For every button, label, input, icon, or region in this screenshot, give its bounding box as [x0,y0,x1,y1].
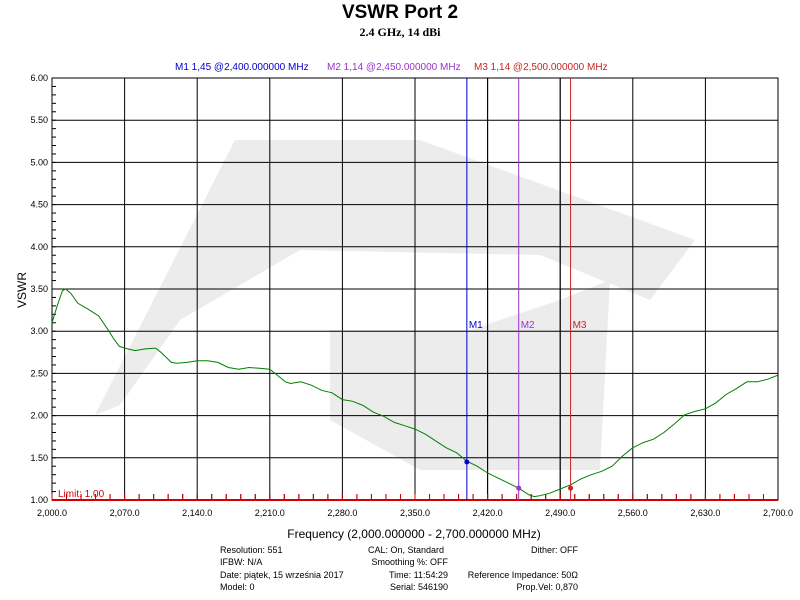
x-tick-label: 2,700.0 [763,508,793,518]
chart-grid [51,77,779,501]
y-tick-label: 4.50 [30,200,48,210]
watermark-logo [95,140,695,470]
x-tick-label: 2,420.0 [473,508,503,518]
x-tick-label: 2,350.0 [400,508,430,518]
x-tick-label: 2,070.0 [110,508,140,518]
x-tick-label: 2,560.0 [618,508,648,518]
marker-point-m2 [516,485,522,491]
y-tick-label: 4.00 [30,242,48,252]
x-tick-label: 2,140.0 [182,508,212,518]
y-tick-label: 5.50 [30,115,48,125]
watermark-cutout [160,275,420,420]
marker-header-m2: M2 1,14 @2,450.000000 MHz [327,62,461,73]
series-layer [51,288,779,498]
marker-point-m3 [568,485,574,491]
y-tick-label: 1.50 [30,453,48,463]
chart-subtitle: 2.4 GHz, 14 dBi [359,25,441,39]
chart-title: VSWR Port 2 [341,2,459,23]
y-tick-label: 5.00 [30,157,48,167]
y-tick-label: 3.50 [30,284,48,294]
x-tick-label: 2,490.0 [545,508,575,518]
x-tick-label: 2,280.0 [327,508,357,518]
y-tick-label: 2.50 [30,368,48,378]
markers-layer: M1 M1 1,45 @2,400.000000 MHz M2 M2 1,14 @2,… [175,62,608,500]
x-tick-label: 2,210.0 [255,508,285,518]
y-axis-label: VSWR [15,272,29,308]
marker-label-m1: M1 [469,320,483,331]
marker-point-m1 [464,459,470,465]
y-tick-label: 6.00 [30,73,48,83]
marker-header-m3: M3 1,14 @2,500.000000 MHz [474,62,608,73]
tick-labels: 2,000.0 2,070.0 2,140.0 2,210.0 2,280.0 2,350… [30,73,793,518]
y-tick-label: 3.00 [30,326,48,336]
limit-line: Limit: 1,00 [51,489,778,501]
watermark-shape [95,140,695,415]
vswr-series-line [51,288,779,498]
x-tick-label: 2,000.0 [37,508,67,518]
x-axis-label: Frequency (2,000.000000 - 2,700.000000 M… [287,527,541,541]
marker-label-m2: M2 [521,320,535,331]
y-tick-label: 2.00 [30,411,48,421]
limit-label: Limit: 1,00 [58,489,105,500]
y-tick-label: 1.00 [30,495,48,505]
watermark-shape-lower [330,280,610,470]
marker-label-m3: M3 [573,320,587,331]
x-tick-label: 2,630.0 [690,508,720,518]
marker-header-m1: M1 1,45 @2,400.000000 MHz [175,62,309,73]
